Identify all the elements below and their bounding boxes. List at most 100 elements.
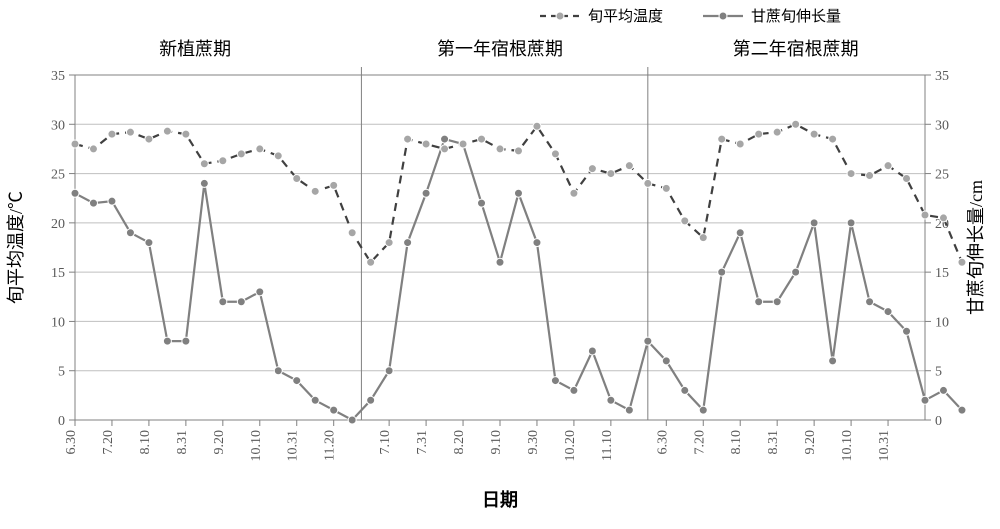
marker xyxy=(810,130,818,138)
y-left-tick-label: 20 xyxy=(51,217,65,232)
marker xyxy=(718,268,726,276)
phase-label: 新植蔗期 xyxy=(159,39,231,59)
y-left-tick-label: 25 xyxy=(51,168,65,183)
phase-label: 第一年宿根蔗期 xyxy=(437,39,563,59)
y-right-label: 甘蔗旬伸长量/cm xyxy=(966,180,986,315)
marker xyxy=(921,211,929,219)
marker xyxy=(348,229,356,237)
x-tick-label: 7.10 xyxy=(378,430,393,455)
x-tick-label: 7.20 xyxy=(692,430,707,455)
marker xyxy=(237,150,245,158)
x-tick-label: 8.31 xyxy=(175,430,190,455)
marker xyxy=(441,135,449,143)
marker xyxy=(274,152,282,160)
y-left-label: 旬平均温度/℃ xyxy=(6,191,26,304)
marker xyxy=(847,219,855,227)
x-tick-label: 8.10 xyxy=(729,430,744,455)
marker xyxy=(570,386,578,394)
x-tick-label: 10.31 xyxy=(877,430,892,462)
x-tick-label: 10.31 xyxy=(286,430,301,462)
marker xyxy=(625,406,633,414)
x-tick-label: 11.10 xyxy=(600,430,615,461)
marker xyxy=(829,357,837,365)
marker xyxy=(644,337,652,345)
x-tick-label: 9.10 xyxy=(489,430,504,455)
marker xyxy=(662,184,670,192)
marker xyxy=(311,187,319,195)
marker xyxy=(163,127,171,135)
x-tick-label: 10.10 xyxy=(249,430,264,462)
y-left-tick-label: 35 xyxy=(51,69,65,84)
marker xyxy=(533,239,541,247)
y-right-tick-label: 10 xyxy=(935,315,949,330)
marker xyxy=(662,357,670,365)
chart-svg: 05101520253035051015202530356.307.208.10… xyxy=(0,0,1000,524)
marker xyxy=(89,199,97,207)
y-right-tick-label: 25 xyxy=(935,168,949,183)
marker xyxy=(681,217,689,225)
marker xyxy=(570,189,578,197)
marker xyxy=(533,122,541,130)
chart-container: 05101520253035051015202530356.307.208.10… xyxy=(0,0,1000,524)
x-tick-label: 8.20 xyxy=(452,430,467,455)
x-tick-label: 7.20 xyxy=(101,430,116,455)
marker xyxy=(718,135,726,143)
marker xyxy=(293,377,301,385)
marker xyxy=(71,189,79,197)
marker xyxy=(108,130,116,138)
marker xyxy=(311,396,319,404)
marker xyxy=(607,170,615,178)
marker xyxy=(126,128,134,136)
marker xyxy=(773,128,781,136)
marker xyxy=(459,140,467,148)
marker xyxy=(293,175,301,183)
marker xyxy=(884,162,892,170)
y-right-tick-label: 0 xyxy=(935,414,942,429)
marker xyxy=(607,396,615,404)
x-tick-label: 10.20 xyxy=(563,430,578,462)
x-axis-label: 日期 xyxy=(482,490,518,510)
marker xyxy=(958,406,966,414)
x-tick-label: 8.10 xyxy=(138,430,153,455)
marker xyxy=(385,367,393,375)
marker xyxy=(551,377,559,385)
y-left-tick-label: 0 xyxy=(58,414,65,429)
marker xyxy=(441,145,449,153)
marker xyxy=(736,140,744,148)
marker xyxy=(108,197,116,205)
marker xyxy=(71,140,79,148)
marker xyxy=(422,140,430,148)
x-tick-label: 7.31 xyxy=(415,430,430,455)
y-left-tick-label: 30 xyxy=(51,118,65,133)
marker xyxy=(588,165,596,173)
marker xyxy=(367,396,375,404)
x-tick-label: 9.30 xyxy=(526,430,541,455)
marker xyxy=(514,147,522,155)
marker xyxy=(274,367,282,375)
marker xyxy=(792,120,800,128)
marker xyxy=(126,229,134,237)
x-tick-label: 9.20 xyxy=(212,430,227,455)
marker xyxy=(625,162,633,170)
y-right-tick-label: 35 xyxy=(935,69,949,84)
x-tick-label: 10.10 xyxy=(840,430,855,462)
marker xyxy=(810,219,818,227)
x-tick-label: 8.31 xyxy=(766,430,781,455)
y-left-tick-label: 15 xyxy=(51,266,65,281)
marker xyxy=(903,175,911,183)
y-left-tick-label: 5 xyxy=(58,365,65,380)
legend-label: 旬平均温度 xyxy=(588,8,663,25)
marker xyxy=(921,396,929,404)
marker xyxy=(681,386,689,394)
marker xyxy=(237,298,245,306)
marker xyxy=(422,189,430,197)
marker xyxy=(958,258,966,266)
x-tick-label: 6.30 xyxy=(655,430,670,455)
marker xyxy=(903,327,911,335)
marker xyxy=(404,135,412,143)
x-tick-label: 6.30 xyxy=(64,430,79,455)
marker xyxy=(755,130,763,138)
marker xyxy=(200,179,208,187)
marker xyxy=(699,234,707,242)
marker xyxy=(773,298,781,306)
